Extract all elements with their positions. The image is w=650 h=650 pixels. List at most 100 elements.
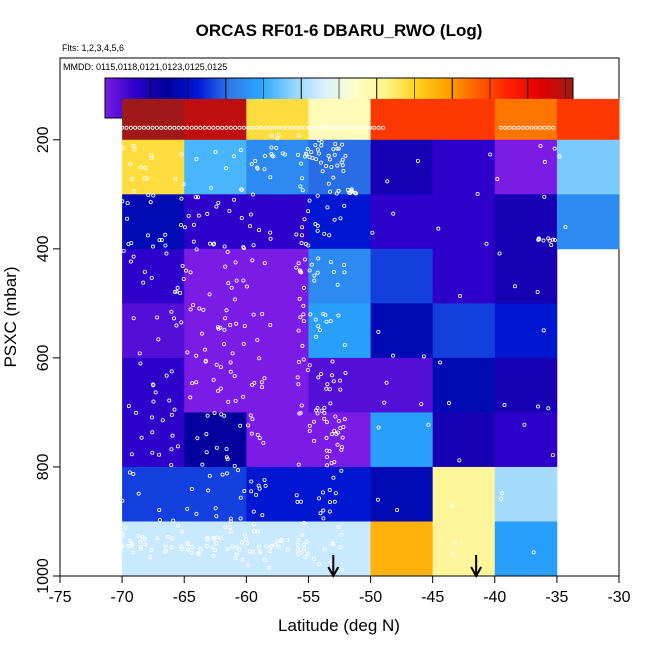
- heatmap-cell: [432, 194, 496, 250]
- sample-point: [185, 506, 190, 511]
- sample-point: [143, 542, 148, 547]
- y-tick-label: 400: [35, 235, 52, 262]
- sample-point: [153, 390, 158, 395]
- sample-point: [305, 551, 310, 556]
- sample-point: [232, 154, 237, 159]
- sample-point: [172, 125, 177, 130]
- sample-point: [262, 557, 267, 562]
- sample-point: [130, 176, 135, 181]
- sample-point: [333, 141, 338, 146]
- heatmap-cell: [246, 303, 309, 359]
- sample-point: [205, 537, 210, 542]
- sample-point: [475, 192, 480, 197]
- sample-point: [275, 136, 280, 141]
- sample-point: [211, 553, 216, 558]
- sample-point: [232, 197, 237, 202]
- sample-point: [303, 555, 308, 560]
- sample-point: [258, 549, 263, 554]
- sample-point: [495, 177, 500, 182]
- sample-point: [267, 125, 272, 130]
- sample-point: [315, 228, 320, 233]
- sample-point: [164, 251, 169, 256]
- sample-point: [322, 547, 327, 552]
- sample-point: [330, 359, 335, 364]
- sample-point: [250, 549, 255, 554]
- sample-point: [316, 151, 321, 156]
- sample-point: [269, 543, 274, 548]
- sample-point: [235, 545, 240, 550]
- sample-point: [313, 222, 318, 227]
- sample-point: [211, 125, 216, 130]
- x-tick-label: -75: [48, 589, 71, 606]
- sample-point: [237, 125, 242, 130]
- sample-point: [251, 522, 256, 527]
- sample-point: [218, 365, 223, 370]
- y-axis: 200 400 600 800 1000: [35, 126, 61, 594]
- sample-point: [341, 169, 346, 174]
- sample-point: [196, 551, 201, 556]
- sample-point: [296, 360, 301, 365]
- sample-point: [375, 497, 380, 502]
- sample-point: [226, 281, 231, 286]
- sample-point: [315, 193, 320, 198]
- sample-point: [335, 282, 340, 287]
- sample-point: [329, 373, 334, 378]
- heatmap-cell: [494, 357, 558, 413]
- sample-point: [317, 328, 322, 333]
- sample-point: [196, 213, 201, 218]
- sample-point: [305, 147, 310, 152]
- sample-point: [330, 432, 335, 437]
- sample-point: [274, 146, 279, 151]
- heatmap-cell: [370, 521, 434, 577]
- sample-point: [189, 550, 194, 555]
- sample-point: [325, 382, 330, 387]
- sample-point: [367, 125, 372, 130]
- sample-point: [125, 543, 130, 548]
- heatmap-cell: [122, 98, 185, 141]
- sample-point: [220, 472, 225, 477]
- sample-point: [175, 444, 180, 449]
- heatmap-cell: [494, 303, 558, 359]
- sample-point: [350, 125, 355, 130]
- sample-point: [338, 378, 343, 383]
- sample-point: [512, 125, 517, 130]
- sample-point: [298, 184, 303, 189]
- sample-point: [232, 463, 237, 468]
- sample-point: [327, 488, 332, 493]
- heatmap-cell: [432, 98, 496, 141]
- sample-point: [256, 529, 261, 534]
- sample-point: [319, 160, 324, 165]
- sample-point: [300, 176, 305, 181]
- sample-point: [332, 217, 337, 222]
- sample-point: [188, 307, 193, 312]
- sample-point: [336, 524, 341, 529]
- sample-point: [316, 496, 321, 501]
- sample-point: [239, 540, 244, 545]
- sample-point: [228, 323, 233, 328]
- sample-point: [271, 154, 276, 159]
- sample-point: [263, 153, 268, 158]
- sample-point: [333, 414, 338, 419]
- sample-point: [260, 311, 265, 316]
- sample-point: [180, 263, 185, 268]
- heatmap-cell: [184, 303, 247, 359]
- sample-point: [120, 145, 125, 150]
- sample-point: [230, 544, 235, 549]
- sample-point: [298, 315, 303, 320]
- sample-point: [178, 290, 183, 295]
- sample-point: [332, 428, 337, 433]
- sample-point: [207, 473, 212, 478]
- sample-point: [256, 483, 261, 488]
- sample-point: [216, 200, 221, 205]
- heatmap-cell: [308, 357, 371, 413]
- sample-point: [331, 379, 336, 384]
- sample-point: [336, 146, 341, 151]
- sample-point: [242, 532, 247, 537]
- sample-point: [222, 342, 227, 347]
- sample-point: [193, 195, 198, 200]
- sample-point: [331, 270, 336, 275]
- sample-point: [197, 306, 202, 311]
- sample-point: [169, 369, 174, 374]
- sample-point: [149, 415, 154, 420]
- sample-point: [537, 237, 542, 242]
